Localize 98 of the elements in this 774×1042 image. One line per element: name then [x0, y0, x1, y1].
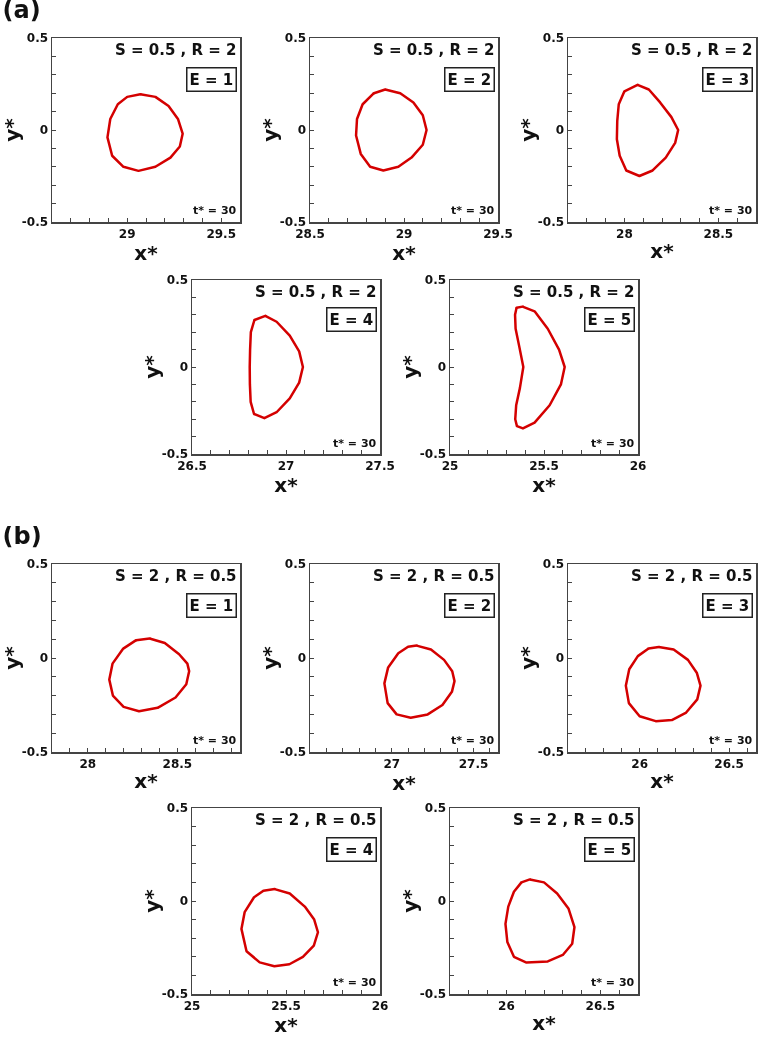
x-tick-label: 28 — [79, 756, 97, 771]
chart-title: (b) — [2, 522, 42, 551]
annotation: E = 2 — [447, 70, 492, 89]
y-tick-label: -0.5 — [21, 215, 49, 230]
annotation: S = 2 , R = 0.5 — [115, 567, 237, 585]
x-tick-label: 29 — [118, 226, 136, 241]
annotation: S = 0.5 , R = 2 — [115, 41, 237, 59]
x-tick-label: 26 — [631, 756, 648, 771]
x-axis-title: x* — [650, 769, 675, 794]
annotation: t* = 30 — [333, 976, 377, 989]
y-tick-label: 0 — [179, 360, 189, 375]
annotation: t* = 30 — [333, 437, 377, 450]
y-tick-label: 0 — [297, 123, 307, 138]
y-tick-label: -0.5 — [419, 987, 447, 1002]
annotation: E = 5 — [587, 840, 632, 859]
annotation: t* = 30 — [709, 734, 753, 747]
y-tick-label: 0 — [297, 651, 307, 666]
y-tick-label: 0.5 — [424, 801, 447, 816]
annotation: S = 0.5 , R = 2 — [513, 283, 635, 301]
annotation: t* = 30 — [591, 976, 635, 989]
y-tick-label: -0.5 — [537, 745, 565, 760]
annotation: t* = 30 — [451, 204, 495, 217]
y-axis-title: y* — [0, 117, 24, 142]
x-axis-title: x* — [532, 472, 557, 497]
annotation: t* = 30 — [709, 204, 753, 217]
x-tick-label: 26 — [498, 998, 515, 1013]
annotation: S = 2 , R = 0.5 — [373, 567, 495, 585]
annotation: E = 2 — [447, 596, 492, 615]
y-axis-title: y* — [516, 645, 540, 670]
annotation: S = 2 , R = 0.5 — [631, 567, 753, 585]
x-tick-label: 26.5 — [714, 756, 744, 771]
x-axis-title: x* — [134, 769, 159, 794]
x-tick-label: 29.5 — [206, 226, 236, 241]
annotation: t* = 30 — [193, 734, 237, 747]
y-tick-label: 0 — [555, 651, 565, 666]
x-axis-title: x* — [134, 240, 159, 265]
y-axis-title: y* — [258, 645, 282, 670]
y-tick-label: -0.5 — [21, 745, 49, 760]
annotation: t* = 30 — [451, 734, 495, 747]
annotation: E = 3 — [705, 596, 750, 615]
annotation: E = 4 — [329, 840, 374, 859]
annotation: S = 0.5 , R = 2 — [373, 41, 495, 59]
x-tick-label: 27.5 — [458, 756, 489, 771]
annotation: E = 1 — [189, 596, 234, 615]
y-tick-label: 0 — [179, 894, 189, 909]
y-axis-title: y* — [398, 888, 422, 913]
x-tick-label: 27.5 — [365, 458, 395, 473]
y-tick-label: 0 — [555, 123, 565, 138]
y-tick-label: 0.5 — [166, 801, 189, 816]
y-axis-title: y* — [258, 117, 282, 142]
annotation: E = 3 — [705, 70, 750, 89]
annotation: S = 0.5 , R = 2 — [631, 41, 753, 59]
x-axis-title: x* — [274, 472, 299, 497]
y-tick-label: -0.5 — [279, 745, 307, 760]
y-tick-label: 0.5 — [542, 31, 565, 46]
annotation: E = 4 — [329, 310, 374, 329]
x-axis-title: x* — [392, 770, 417, 795]
x-axis-title: x* — [392, 240, 417, 265]
annotation: S = 2 , R = 0.5 — [513, 811, 635, 829]
y-tick-label: 0 — [39, 651, 49, 666]
annotation: S = 2 , R = 0.5 — [255, 811, 377, 829]
y-axis-title: y* — [516, 117, 540, 142]
x-tick-label: 28.5 — [162, 756, 193, 771]
y-axis-title: y* — [140, 888, 164, 913]
y-tick-label: 0.5 — [166, 273, 189, 288]
y-tick-label: 0 — [39, 123, 49, 138]
x-axis-title: x* — [274, 1012, 299, 1037]
x-tick-label: 27 — [383, 756, 401, 771]
y-tick-label: 0.5 — [542, 557, 565, 572]
x-tick-label: 27 — [277, 458, 295, 473]
x-tick-label: 26 — [371, 998, 389, 1013]
annotation: t* = 30 — [591, 437, 635, 450]
annotation: E = 5 — [587, 310, 632, 329]
x-tick-label: 28 — [616, 226, 633, 241]
chart-title: (a) — [2, 0, 41, 25]
annotation: E = 1 — [189, 70, 234, 89]
x-axis-title: x* — [650, 239, 675, 264]
x-tick-label: 26 — [629, 458, 647, 473]
y-tick-label: 0.5 — [26, 557, 49, 572]
annotation: S = 0.5 , R = 2 — [255, 283, 377, 301]
x-tick-label: 29 — [395, 226, 413, 241]
y-tick-label: 0 — [437, 360, 447, 375]
x-tick-label: 25.5 — [271, 998, 301, 1013]
y-axis-title: y* — [0, 645, 24, 670]
x-tick-label: 29.5 — [483, 226, 513, 241]
y-tick-label: 0.5 — [424, 273, 447, 288]
y-tick-label: 0.5 — [26, 31, 49, 46]
annotation: t* = 30 — [193, 204, 237, 217]
x-tick-label: 25.5 — [529, 458, 559, 473]
y-tick-label: 0 — [437, 894, 447, 909]
y-tick-label: -0.5 — [537, 215, 565, 230]
y-tick-label: 0.5 — [284, 31, 307, 46]
y-tick-label: 0.5 — [284, 557, 307, 572]
y-axis-title: y* — [140, 354, 164, 379]
x-tick-label: 28.5 — [703, 226, 734, 241]
x-tick-label: 26.5 — [585, 998, 616, 1013]
y-axis-title: y* — [398, 354, 422, 379]
x-axis-title: x* — [532, 1011, 557, 1036]
